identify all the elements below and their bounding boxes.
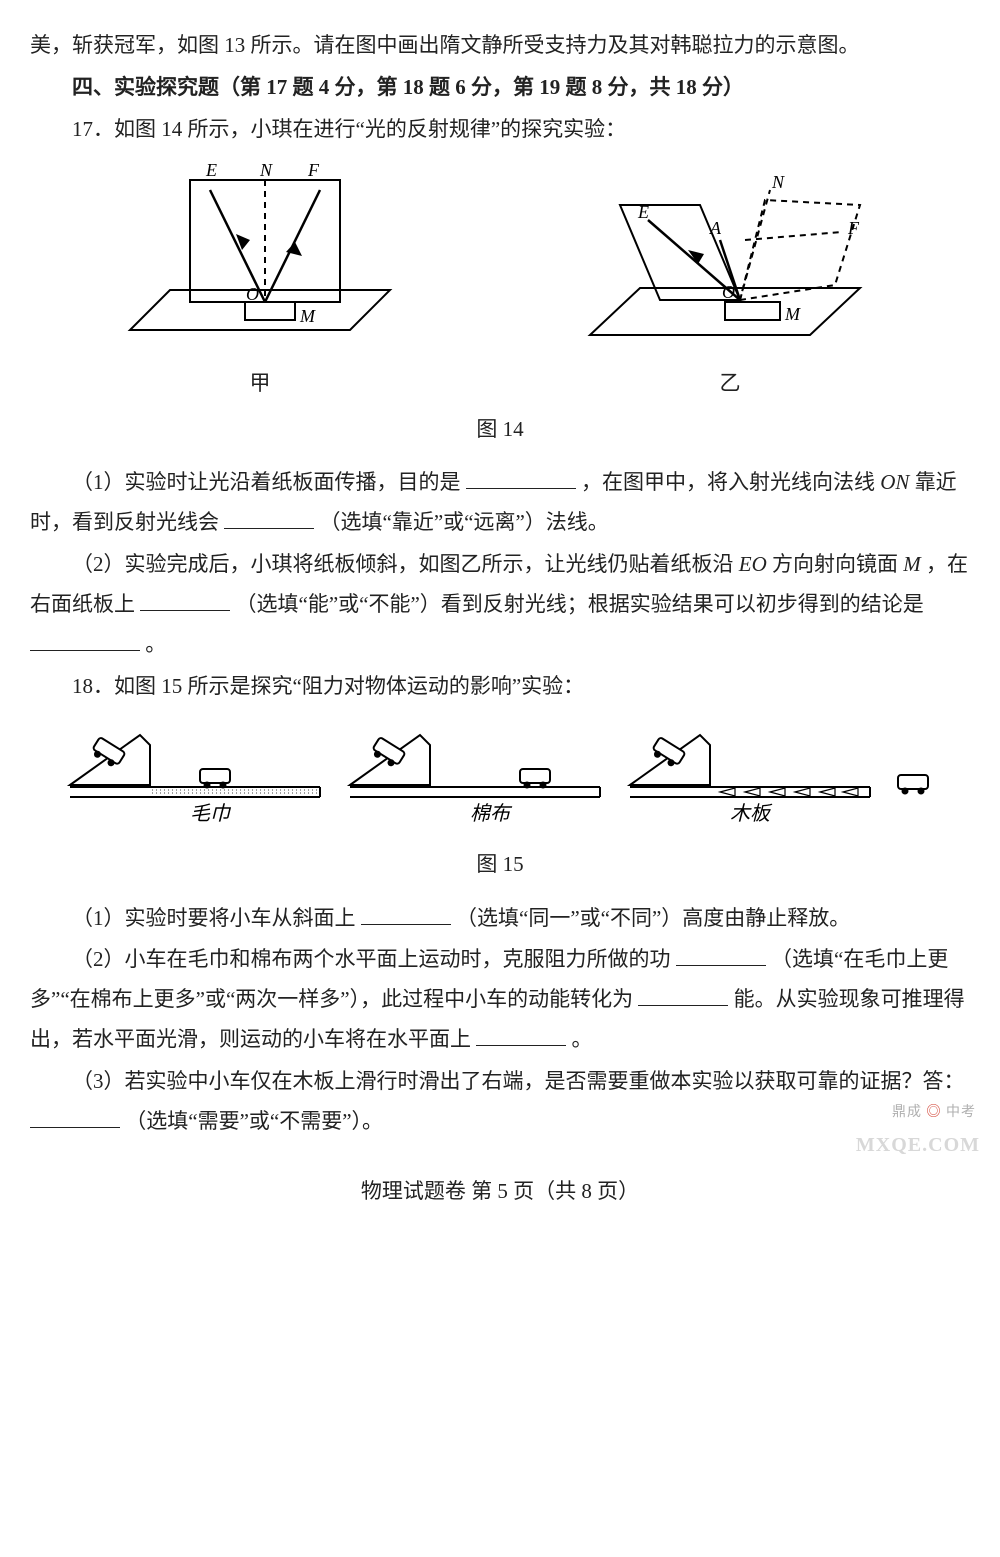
q17-p2d: （选填“能”或“不能”）看到反射光线；根据实验结果可以初步得到的结论是: [236, 592, 924, 616]
watermark-dingcheng: 鼎成 ◎ 中考: [892, 1100, 976, 1127]
q17-p2: （2）实验完成后，小琪将纸板倾斜，如图乙所示，让光线仍贴着纸板沿 EO 方向射向…: [30, 545, 970, 665]
blank[interactable]: [466, 465, 576, 489]
blank[interactable]: [638, 982, 728, 1006]
fig-yi-caption: 乙: [720, 364, 741, 404]
blank[interactable]: [140, 587, 230, 611]
blank[interactable]: [30, 627, 140, 651]
blank[interactable]: [30, 1104, 120, 1128]
q17-p2e: 。: [145, 632, 166, 656]
label-M2: M: [784, 304, 801, 324]
q17-p1b: ，在图甲中，将入射光线向法线: [581, 470, 875, 494]
figure-15: 毛巾 棉布 木板: [30, 715, 970, 839]
page-footer: 物理试题卷 第 5 页（共 8 页）: [30, 1172, 970, 1212]
label-F2: F: [847, 218, 860, 238]
label-A: A: [709, 218, 722, 238]
q17-p2a: （2）实验完成后，小琪将纸板倾斜，如图乙所示，让光线仍贴着纸板沿: [72, 552, 734, 576]
label-cloth: 棉布: [470, 803, 513, 825]
intro-fragment: 美，斩获冠军，如图 13 所示。请在图中画出隋文静所受支持力及其对韩聪拉力的示意…: [30, 26, 970, 66]
q18-p3b: （选填“需要”或“不需要”）。: [125, 1109, 383, 1133]
figure-15-caption: 图 15: [30, 845, 970, 885]
q17-p2b: 方向射向镜面: [772, 552, 898, 576]
blank[interactable]: [676, 942, 766, 966]
diagram-jia-svg: E N F O M: [110, 160, 410, 360]
q18-stem: 18．如图 15 所示是探究“阻力对物体运动的影响”实验：: [30, 667, 970, 707]
q18-p2a: （2）小车在毛巾和棉布两个水平面上运动时，克服阻力所做的功: [72, 947, 671, 971]
blank[interactable]: [224, 505, 314, 529]
q18-p3: （3）若实验中小车仅在木板上滑行时滑出了右端，是否需要重做本实验以获取可靠的证据…: [30, 1062, 970, 1142]
blank[interactable]: [476, 1022, 566, 1046]
figure-14-row: E N F O M 甲 E A: [30, 160, 970, 404]
q18-p1: （1）实验时要将小车从斜面上 （选填“同一”或“不同”）高度由静止释放。: [30, 899, 970, 939]
q18-p2d: 。: [572, 1027, 593, 1051]
q17-p1d: （选填“靠近”或“远离”）法线。: [320, 510, 609, 534]
q17-on: ON: [880, 470, 914, 494]
q18-p1b: （选填“同一”或“不同”）高度由静止释放。: [456, 906, 850, 930]
diagram-yi-svg: E A N F O M: [570, 160, 890, 360]
q17-eo: EO: [739, 552, 772, 576]
label-M: M: [299, 306, 316, 326]
figure-14-yi: E A N F O M 乙: [570, 160, 890, 404]
label-O: O: [246, 284, 259, 304]
q17-m: M: [903, 552, 921, 576]
q18-p1a: （1）实验时要将小车从斜面上: [72, 906, 356, 930]
q18-p2: （2）小车在毛巾和棉布两个水平面上运动时，克服阻力所做的功 （选填“在毛巾上更多…: [30, 940, 970, 1060]
label-O2: O: [722, 282, 735, 302]
label-E: E: [205, 160, 217, 180]
label-board: 木板: [730, 803, 773, 825]
fig-jia-caption: 甲: [250, 364, 271, 404]
q17-p1: （1）实验时让光沿着纸板面传播，目的是 ，在图甲中，将入射光线向法线 ON 靠近…: [30, 463, 970, 543]
figure-14-caption: 图 14: [30, 410, 970, 450]
label-N2: N: [771, 172, 785, 192]
figure-14-jia: E N F O M 甲: [110, 160, 410, 404]
q18-p3a: （3）若实验中小车仅在木板上滑行时滑出了右端，是否需要重做本实验以获取可靠的证据…: [72, 1069, 965, 1093]
section-4-header: 四、实验探究题（第 17 题 4 分，第 18 题 6 分，第 19 题 8 分…: [30, 68, 970, 108]
label-E2: E: [637, 202, 649, 222]
blank[interactable]: [361, 900, 451, 924]
q17-p1a: （1）实验时让光沿着纸板面传播，目的是: [72, 470, 461, 494]
q17-stem: 17．如图 14 所示，小琪在进行“光的反射规律”的探究实验：: [30, 110, 970, 150]
label-towel: 毛巾: [190, 803, 232, 825]
figure-15-svg: 毛巾 棉布 木板: [60, 715, 940, 825]
watermark-mxqe: MXQE.COM: [856, 1126, 980, 1164]
label-N: N: [259, 160, 273, 180]
label-F: F: [307, 160, 320, 180]
